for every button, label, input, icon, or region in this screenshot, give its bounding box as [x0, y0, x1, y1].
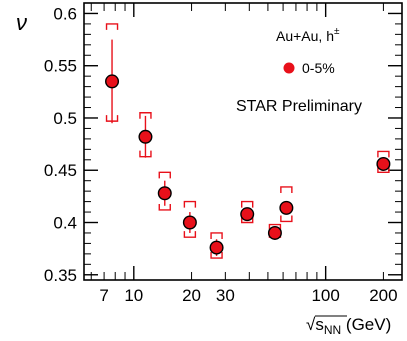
marker — [269, 227, 281, 239]
systematic-bracket — [183, 200, 197, 238]
y-tick-label: 0.55 — [44, 57, 77, 76]
y-axis: 0.35 0.4 0.45 0.5 0.55 0.6 — [44, 4, 402, 285]
y-tick-label: 0.5 — [53, 109, 77, 128]
y-tick-label: 0.35 — [44, 266, 77, 285]
y-tick-label: 0.4 — [53, 214, 77, 233]
x-tick-label: 10 — [124, 286, 143, 305]
systematic-bracket — [377, 150, 390, 174]
legend-entry-label: 0-5% — [302, 60, 335, 76]
y-axis-label: ν — [16, 10, 27, 35]
plot-frame — [83, 2, 403, 281]
data-point — [157, 171, 172, 211]
x-tick-label: 20 — [182, 286, 201, 305]
marker — [139, 131, 152, 143]
marker — [184, 216, 196, 229]
systematic-bracket — [241, 200, 254, 224]
marker — [241, 208, 253, 220]
data-point — [138, 112, 153, 158]
x-axis: 7 10 20 30 100 200 — [90, 3, 398, 305]
data-point — [240, 200, 255, 224]
x-tick-label: 200 — [369, 286, 397, 305]
svg-text:√sNN (GeV): √sNN (GeV) — [306, 315, 391, 337]
systematic-bracket — [280, 186, 293, 223]
x-tick-label: 7 — [99, 286, 108, 305]
marker — [106, 75, 118, 87]
data-point — [279, 186, 294, 223]
data-point — [267, 223, 282, 240]
data-point — [376, 150, 391, 174]
system-label: Au+Au, h± — [276, 26, 340, 44]
legend-marker — [283, 62, 295, 74]
data-point — [105, 23, 120, 124]
sqrt-symbol: √ — [306, 315, 316, 334]
annotation-star-preliminary: STAR Preliminary — [236, 98, 362, 115]
marker — [159, 187, 171, 199]
data-series — [105, 23, 391, 259]
marker — [210, 241, 223, 254]
marker — [280, 202, 292, 214]
x-tick-label: 30 — [216, 286, 235, 305]
systematic-bracket — [210, 232, 223, 259]
data-point — [182, 200, 197, 238]
x-axis-label-s: s — [315, 315, 324, 334]
x-tick-label: 100 — [311, 286, 339, 305]
systematic-bracket — [158, 171, 171, 211]
marker — [377, 158, 390, 170]
x-axis-label-unit: (GeV) — [341, 315, 391, 334]
y-tick-label: 0.6 — [53, 4, 77, 23]
x-axis-label: √sNN (GeV) — [306, 315, 391, 337]
x-axis-label-subscript: NN — [324, 323, 341, 337]
y-tick-label: 0.45 — [44, 161, 77, 180]
data-point — [209, 232, 224, 259]
